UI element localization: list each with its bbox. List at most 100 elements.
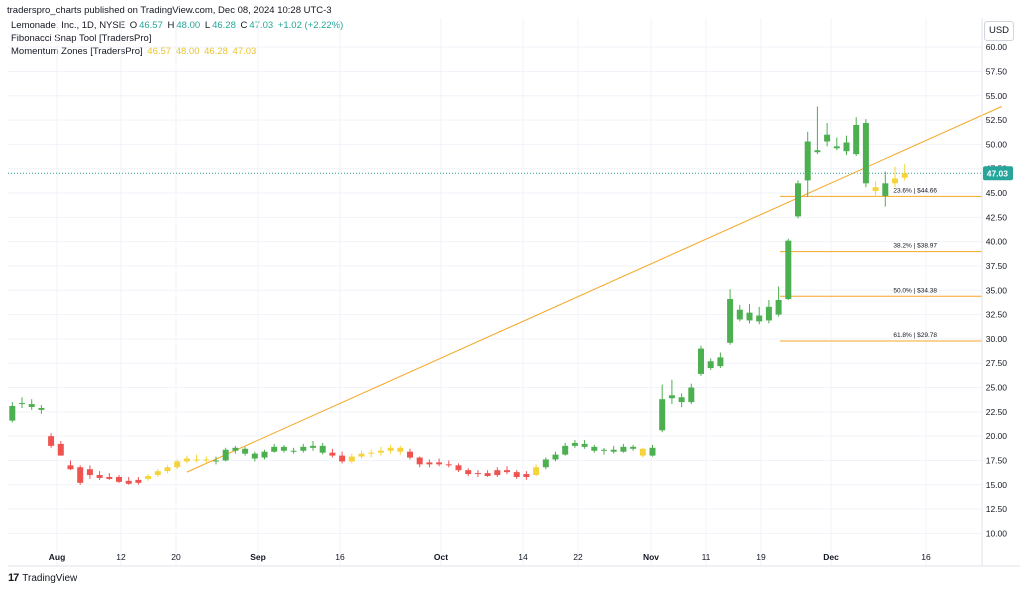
candle[interactable]	[329, 448, 336, 458]
candle[interactable]	[474, 470, 481, 477]
candle[interactable]	[620, 443, 627, 453]
candle[interactable]	[775, 286, 782, 317]
candle[interactable]	[736, 304, 743, 322]
candle[interactable]	[455, 463, 462, 473]
candle[interactable]	[407, 448, 413, 460]
candle[interactable]	[77, 465, 84, 485]
candle[interactable]	[698, 345, 704, 376]
candle[interactable]	[533, 464, 540, 477]
candle[interactable]	[271, 443, 278, 453]
candle[interactable]	[581, 440, 588, 449]
currency-button[interactable]: USD	[984, 21, 1014, 41]
candle[interactable]	[174, 459, 181, 470]
candle[interactable]	[203, 456, 210, 464]
candle[interactable]	[154, 469, 161, 477]
candle[interactable]	[552, 451, 559, 462]
candle[interactable]	[387, 444, 394, 454]
candle[interactable]	[862, 119, 869, 188]
candle[interactable]	[707, 358, 714, 371]
candle[interactable]	[213, 456, 219, 465]
candle[interactable]	[183, 455, 190, 464]
candle[interactable]	[397, 445, 404, 455]
candle[interactable]	[96, 471, 103, 480]
candle[interactable]	[319, 442, 326, 455]
candle[interactable]	[48, 433, 55, 448]
candle[interactable]	[57, 441, 64, 456]
candle[interactable]	[368, 449, 375, 458]
candle[interactable]	[853, 117, 860, 157]
candle[interactable]	[562, 442, 569, 456]
candle[interactable]	[242, 446, 249, 456]
fib-swing-line[interactable]	[186, 106, 1002, 473]
candle[interactable]	[630, 444, 637, 451]
candle[interactable]	[232, 445, 239, 454]
candle[interactable]	[261, 449, 268, 460]
candle[interactable]	[416, 456, 423, 468]
candle[interactable]	[251, 451, 258, 462]
candle[interactable]	[9, 402, 16, 423]
candle[interactable]	[222, 447, 229, 462]
candle[interactable]	[484, 470, 491, 477]
candle[interactable]	[601, 447, 607, 455]
candle[interactable]	[765, 300, 772, 324]
candle[interactable]	[591, 444, 598, 453]
candle[interactable]	[833, 137, 840, 151]
candle[interactable]	[892, 166, 898, 188]
candle[interactable]	[494, 467, 501, 477]
candle[interactable]	[445, 460, 452, 468]
candle[interactable]	[86, 465, 93, 479]
candle[interactable]	[668, 379, 675, 405]
candle[interactable]	[659, 384, 666, 433]
candle[interactable]	[688, 383, 695, 405]
candle[interactable]	[280, 444, 287, 453]
candle[interactable]	[116, 475, 122, 483]
candle[interactable]	[348, 453, 355, 464]
candle[interactable]	[135, 476, 142, 485]
candle[interactable]	[814, 106, 821, 155]
candle[interactable]	[785, 238, 792, 301]
candle[interactable]	[824, 123, 831, 147]
candle[interactable]	[513, 470, 520, 479]
candle[interactable]	[38, 405, 45, 414]
candle[interactable]	[310, 441, 316, 451]
candle[interactable]	[882, 171, 889, 207]
candle-body	[38, 407, 45, 410]
candle[interactable]	[339, 451, 346, 464]
candle[interactable]	[19, 397, 25, 408]
candle[interactable]	[542, 457, 549, 470]
candle[interactable]	[436, 458, 443, 467]
candle[interactable]	[465, 468, 472, 477]
candle[interactable]	[193, 454, 200, 463]
tradingview-logo[interactable]: 17 TradingView	[8, 572, 77, 584]
indicator-legend-momentum[interactable]: Momentum Zones [TradersPro] 46.57 48.00 …	[11, 46, 258, 57]
candle[interactable]	[106, 473, 113, 480]
candle[interactable]	[67, 460, 74, 471]
candle[interactable]	[872, 181, 879, 197]
candle[interactable]	[571, 440, 578, 448]
candle[interactable]	[523, 471, 530, 480]
candle[interactable]	[426, 459, 433, 468]
candle[interactable]	[290, 447, 297, 454]
indicator-legend-fibonacci[interactable]: Fibonacci Snap Tool [TradersPro]	[11, 33, 153, 44]
candle[interactable]	[358, 450, 365, 459]
candle[interactable]	[504, 466, 510, 475]
candle[interactable]	[300, 443, 307, 453]
candle[interactable]	[756, 306, 763, 325]
candle[interactable]	[717, 352, 724, 369]
candle[interactable]	[804, 131, 811, 197]
candle[interactable]	[901, 163, 908, 181]
candle[interactable]	[610, 445, 617, 454]
candle[interactable]	[145, 474, 152, 481]
candle[interactable]	[377, 446, 384, 456]
candle[interactable]	[746, 303, 753, 324]
candle[interactable]	[843, 135, 850, 156]
candle[interactable]	[164, 465, 171, 474]
candle[interactable]	[28, 399, 35, 410]
candle[interactable]	[639, 447, 646, 458]
candle[interactable]	[678, 393, 685, 407]
candle[interactable]	[649, 444, 656, 457]
candle[interactable]	[125, 476, 132, 485]
candle[interactable]	[727, 289, 734, 345]
candle[interactable]	[795, 180, 801, 219]
